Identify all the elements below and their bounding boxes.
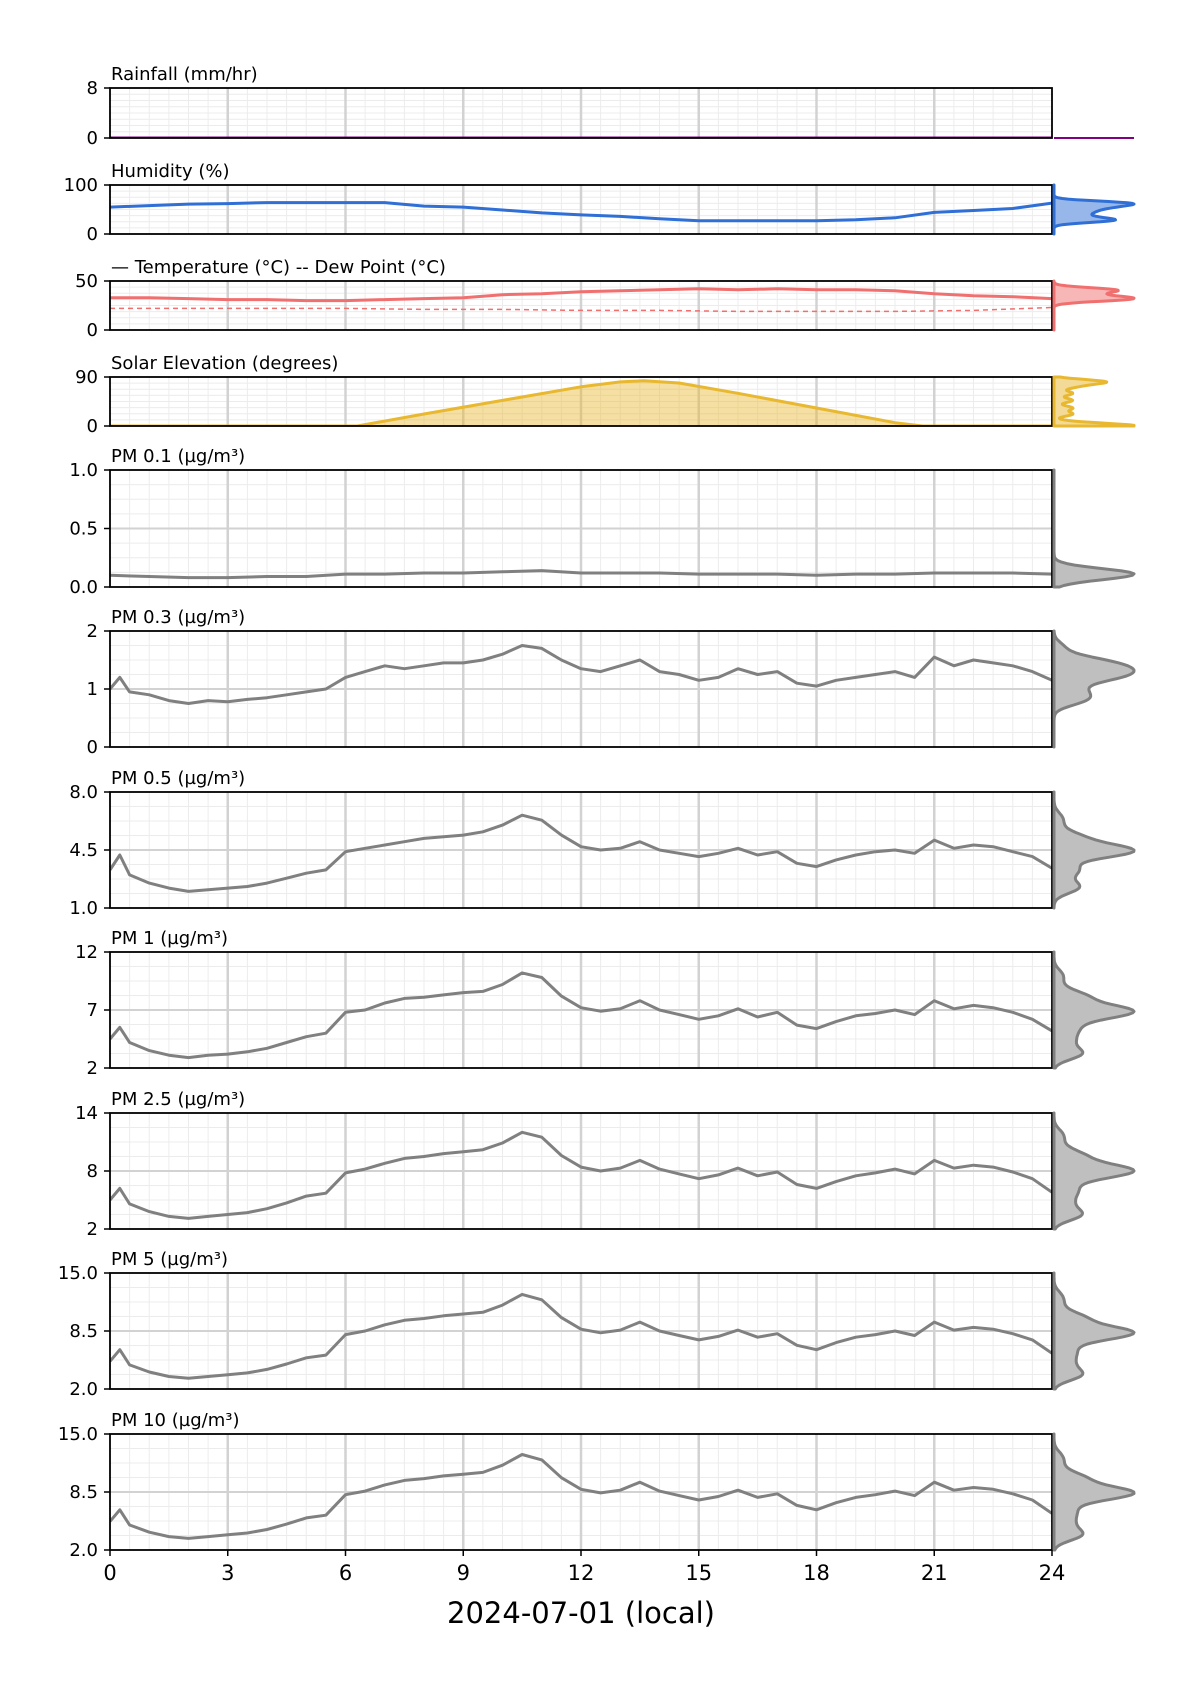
marginal-density-shape [1054,377,1134,426]
panel-title: Solar Elevation (degrees) [111,353,338,374]
x-axis: 0 3 6 9 12 15 18 21 24 2024-07-01 (local) [103,1550,1065,1630]
y-tick-label: 8.0 [69,782,98,803]
marginal-density-shape [1054,792,1134,908]
y-tick-label: 0 [87,128,98,149]
panel-pm05: 1.0 4.5 8.0 PM 0.5 (µg/m³) [69,768,1134,919]
marginal-density-shape [1054,281,1134,330]
marginal-density [1054,631,1134,747]
marginal-density [1054,1273,1134,1389]
panel-rainfall: 0 8 Rainfall (mm/hr) [87,64,1134,149]
panel-grid [110,470,1052,587]
x-tick-label: 9 [457,1561,470,1585]
panel-title: PM 0.5 (µg/m³) [111,768,245,789]
panel-pm1: 2 7 12 PM 1 (µg/m³) [75,928,1134,1079]
y-tick-label: 15.0 [58,1263,98,1284]
x-axis-title: 2024-07-01 (local) [447,1596,715,1630]
marginal-density-shape [1054,631,1134,747]
panel-pm03: 0 1 2 PM 0.3 (µg/m³) [87,607,1134,758]
marginal-density [1054,281,1134,330]
panel-grid [110,185,1052,234]
panel-humidity: 0 100 Humidity (%) [64,161,1134,245]
y-tick-label: 0.0 [69,577,98,598]
y-tick-label: 100 [64,175,98,196]
y-tick-label: 2 [87,1219,98,1240]
panel-title: — Temperature (°C) -- Dew Point (°C) [111,257,446,278]
x-tick-label: 21 [921,1561,948,1585]
y-tick-label: 2 [87,621,98,642]
panel-title: Humidity (%) [111,161,230,182]
y-tick-label: 4.5 [69,840,98,861]
marginal-density [1054,792,1134,908]
panel-temperature: 0 50 — Temperature (°C) -- Dew Point (°C) [75,257,1134,341]
x-tick-label: 12 [568,1561,595,1585]
marginal-density [1054,1113,1134,1229]
marginal-density [1054,952,1134,1068]
y-tick-label: 1.0 [69,460,98,481]
panel-title: PM 0.1 (µg/m³) [111,446,245,467]
panel-title: PM 10 (µg/m³) [111,1410,239,1431]
y-tick-label: 15.0 [58,1424,98,1445]
y-tick-label: 8.5 [69,1482,98,1503]
marginal-density-shape [1054,952,1134,1068]
x-tick-label: 3 [221,1561,234,1585]
y-tick-label: 90 [75,367,98,388]
x-tick-label: 0 [103,1561,116,1585]
marginal-density-shape [1054,470,1134,587]
panel-pm5: 2.0 8.5 15.0 PM 5 (µg/m³) [58,1249,1134,1400]
panel-pm25: 2 8 14 PM 2.5 (µg/m³) [75,1089,1134,1240]
marginal-density [1054,470,1134,587]
x-tick-label: 15 [685,1561,712,1585]
panel-title: Rainfall (mm/hr) [111,64,258,85]
marginal-density-shape [1054,185,1134,234]
y-tick-label: 7 [87,1000,98,1021]
marginal-density [1054,1434,1134,1550]
y-tick-label: 14 [75,1103,98,1124]
panel-title: PM 0.3 (µg/m³) [111,607,245,628]
y-tick-label: 0 [87,320,98,341]
marginal-density-shape [1054,1434,1134,1550]
y-tick-label: 0.5 [69,519,98,540]
marginal-density-shape [1054,1273,1134,1389]
y-tick-label: 1.0 [69,898,98,919]
panel-title: PM 2.5 (µg/m³) [111,1089,245,1110]
y-tick-label: 2.0 [69,1540,98,1561]
y-tick-label: 2 [87,1058,98,1079]
y-tick-label: 2.0 [69,1379,98,1400]
panel-pm10: 2.0 8.5 15.0 PM 10 (µg/m³) [58,1410,1134,1561]
y-tick-label: 1 [87,679,98,700]
x-tick-label: 18 [803,1561,830,1585]
y-tick-label: 12 [75,942,98,963]
panel-series [110,381,1052,426]
x-tick-label: 24 [1039,1561,1066,1585]
panel-title: PM 1 (µg/m³) [111,928,228,949]
marginal-density [1054,185,1134,234]
panel-grid [110,281,1052,330]
y-tick-label: 0 [87,737,98,758]
y-tick-label: 8 [87,78,98,99]
panel-grid [110,88,1052,138]
y-tick-label: 0 [87,416,98,437]
y-tick-label: 0 [87,224,98,245]
panel-grid [110,792,1052,908]
panel-title: PM 5 (µg/m³) [111,1249,228,1270]
x-tick-label: 6 [339,1561,352,1585]
panel-grid [110,631,1052,747]
panel-pm01: 0.0 0.5 1.0 PM 0.1 (µg/m³) [69,446,1134,598]
y-tick-label: 50 [75,271,98,292]
marginal-density-shape [1054,1113,1134,1229]
marginal-density [1054,377,1134,426]
y-tick-label: 8.5 [69,1321,98,1342]
panel-solar: 0 90 Solar Elevation (degrees) [75,353,1134,437]
y-tick-label: 8 [87,1161,98,1182]
